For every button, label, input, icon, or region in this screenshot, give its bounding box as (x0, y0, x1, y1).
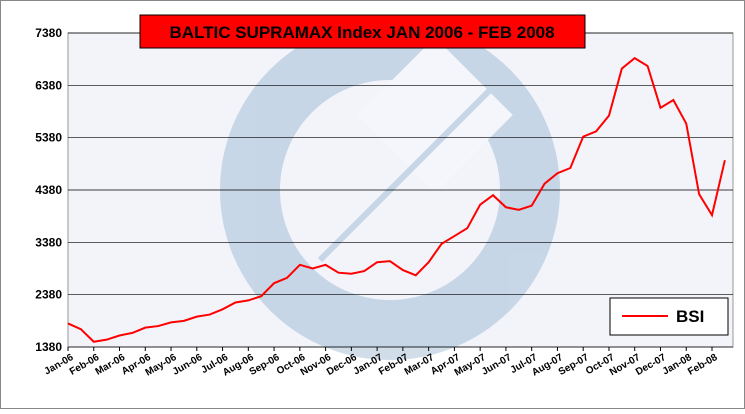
legend-label: BSI (676, 307, 704, 326)
y-tick-label: 3380 (35, 235, 62, 249)
chart-title: BALTIC SUPRAMAX Index JAN 2006 - FEB 200… (169, 23, 554, 42)
y-tick-label: 1380 (35, 340, 62, 354)
y-tick-label: 4380 (35, 183, 62, 197)
title-box (139, 14, 586, 49)
y-tick-label: 5380 (35, 131, 62, 145)
y-tick-label: 7380 (35, 26, 62, 40)
line-series (67, 56, 726, 343)
y-tick-label: 2380 (35, 288, 62, 302)
y-tick-label: 6380 (35, 78, 62, 92)
